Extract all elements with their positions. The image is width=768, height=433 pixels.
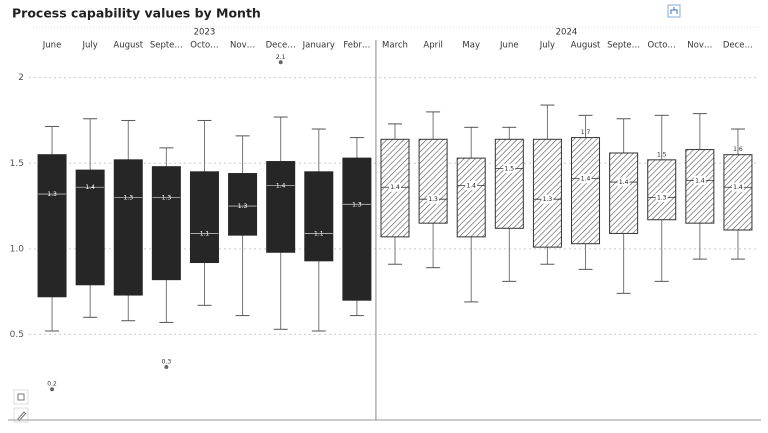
- x-tick-label: Dece…: [266, 41, 296, 51]
- year-label: 2023: [194, 28, 216, 38]
- median-label: 1.3: [123, 194, 133, 201]
- median-label-bg: [465, 181, 478, 191]
- median-label-bg: [731, 182, 744, 192]
- median-label: 1.4: [276, 183, 286, 190]
- median-label-bg: [389, 182, 401, 192]
- outlier: [50, 387, 55, 392]
- box: [75, 169, 105, 286]
- median-label: 1.4: [695, 177, 705, 184]
- box: [418, 138, 448, 224]
- median-label: 1.3: [47, 191, 57, 198]
- q3-label: 1.7: [581, 129, 591, 136]
- box: [304, 171, 334, 262]
- x-tick-label: Nov…: [687, 41, 712, 51]
- x-tick-label: Septe…: [150, 41, 183, 51]
- median-label: 1.3: [657, 194, 667, 201]
- outlier-label: 2.1: [276, 54, 286, 61]
- median-label: 1.3: [238, 203, 248, 210]
- x-tick-label: Febr…: [343, 41, 370, 51]
- box: [151, 166, 181, 281]
- year-label: 2024: [556, 28, 578, 38]
- median-label: 1.1: [200, 230, 210, 237]
- median-label-bg: [655, 192, 668, 202]
- box: [685, 149, 715, 224]
- median-label-bg: [541, 194, 554, 204]
- x-tick-label: July: [539, 41, 555, 51]
- box: [189, 171, 219, 264]
- x-tick-label: August: [571, 41, 601, 51]
- box: [342, 157, 372, 301]
- box: [723, 154, 753, 231]
- x-tick-label: April: [423, 41, 442, 51]
- median-label: 1.3: [162, 194, 172, 201]
- x-tick-label: August: [113, 41, 143, 51]
- x-tick-label: Octo…: [648, 41, 676, 51]
- y-tick-label: 1.0: [10, 244, 25, 254]
- outlier: [278, 60, 283, 65]
- box: [609, 152, 639, 234]
- median-label-bg: [427, 194, 440, 204]
- median-label: 1.3: [352, 201, 362, 208]
- x-tick-label: July: [82, 41, 98, 51]
- y-tick-label: 1.5: [10, 159, 24, 169]
- median-label-bg: [503, 163, 516, 173]
- x-tick-label: May: [462, 41, 480, 51]
- x-tick-label: March: [382, 41, 408, 51]
- median-label-bg: [617, 177, 630, 187]
- y-tick-label: 2: [18, 73, 24, 83]
- q3-label: 1.5: [657, 151, 667, 158]
- median-label-bg: [693, 175, 706, 185]
- median-label: 1.1: [314, 230, 324, 237]
- box: [571, 137, 601, 245]
- x-tick-label: Septe…: [607, 41, 640, 51]
- median-label: 1.3: [543, 196, 553, 203]
- median-label: 1.4: [619, 179, 629, 186]
- x-tick-label: Dece…: [723, 41, 753, 51]
- x-tick-label: January: [302, 41, 335, 51]
- median-label: 1.5: [505, 165, 515, 172]
- chart-title: Process capability values by Month: [12, 6, 261, 21]
- x-tick-label: June: [42, 41, 62, 51]
- outlier: [164, 364, 169, 369]
- x-tick-label: Nov…: [230, 41, 255, 51]
- box: [37, 154, 67, 298]
- box: [456, 157, 486, 238]
- box: [647, 159, 677, 221]
- q3-label: 1.6: [733, 146, 743, 153]
- x-tick-label: June: [499, 41, 519, 51]
- box: [228, 173, 258, 236]
- y-tick-label: 0.5: [10, 330, 24, 340]
- median-label: 1.4: [85, 184, 95, 191]
- median-label: 1.4: [390, 184, 400, 191]
- box: [266, 161, 296, 253]
- toolbar-icon[interactable]: [667, 4, 681, 18]
- box: [494, 138, 524, 229]
- median-label: 1.3: [428, 196, 438, 203]
- outlier-label: 0.3: [162, 358, 172, 365]
- outlier-label: 0.2: [47, 381, 57, 388]
- median-label: 1.4: [733, 184, 743, 191]
- box: [113, 159, 143, 296]
- median-label: 1.4: [581, 176, 591, 183]
- box: [532, 138, 562, 248]
- side-icon[interactable]: [13, 389, 29, 405]
- x-tick-label: Octo…: [190, 41, 218, 51]
- median-label-bg: [579, 174, 592, 184]
- median-label: 1.4: [466, 183, 476, 190]
